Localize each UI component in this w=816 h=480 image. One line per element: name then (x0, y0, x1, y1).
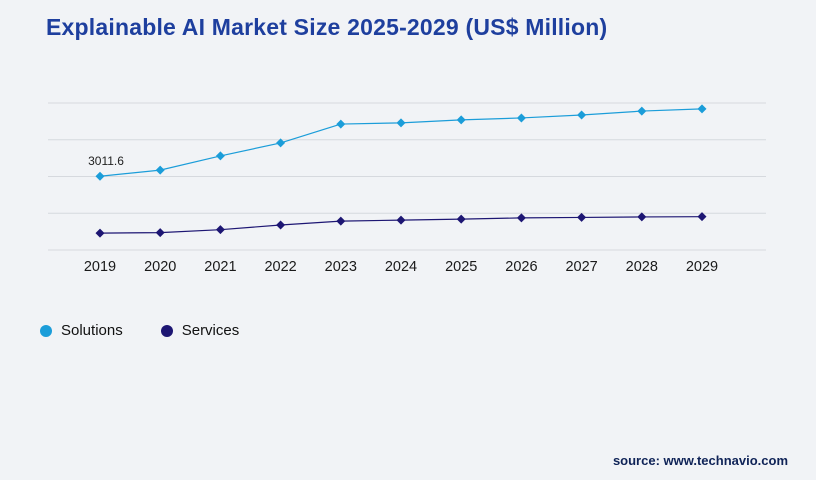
data-point-solutions (336, 119, 346, 129)
chart-title: Explainable AI Market Size 2025-2029 (US… (46, 14, 608, 40)
x-tick-label: 2029 (686, 259, 718, 275)
data-point-solutions (276, 138, 286, 148)
legend-item-services: Services (160, 322, 240, 339)
x-tick-label: 2021 (204, 259, 236, 275)
data-point-solutions (95, 171, 105, 181)
data-point-services (637, 212, 647, 222)
x-tick-label: 2027 (565, 259, 597, 275)
data-point-solutions (215, 151, 225, 161)
data-point-solutions (637, 106, 647, 116)
legend-dot-icon (40, 324, 52, 337)
data-point-services (155, 228, 165, 238)
x-tick-label: 2026 (505, 259, 537, 275)
x-tick-label: 2023 (325, 259, 357, 275)
chart-legend: Solutions Services (40, 322, 239, 339)
chart-canvas: 2019 2020 2021 2022 2023 2024 2025 2026 2027 2028… (48, 102, 766, 275)
data-point-services (516, 213, 526, 223)
data-point-services (276, 220, 286, 230)
data-point-solutions (396, 118, 406, 128)
data-label: 3011.6 (88, 154, 124, 168)
x-tick-label: 2020 (144, 259, 176, 275)
data-point-solutions (456, 115, 466, 125)
legend-label: Solutions (61, 322, 123, 339)
data-point-solutions (697, 104, 707, 114)
x-tick-label: 2028 (626, 259, 658, 275)
data-point-solutions (155, 165, 165, 175)
x-tick-label: 2019 (84, 259, 116, 275)
x-tick-label: 2025 (445, 259, 477, 275)
legend-dot-icon (160, 324, 173, 337)
x-tick-label: 2024 (385, 259, 417, 275)
data-point-solutions (516, 113, 526, 123)
data-point-services (215, 225, 225, 235)
data-point-services (697, 212, 707, 222)
legend-item-solutions: Solutions (40, 322, 123, 339)
data-point-services (95, 228, 105, 238)
data-point-services (456, 214, 466, 224)
legend-label: Services (181, 322, 240, 339)
data-point-services (396, 215, 406, 225)
data-point-services (577, 212, 587, 222)
data-point-services (336, 216, 346, 226)
data-point-solutions (577, 110, 587, 120)
source-attribution: source: www.technavio.com (612, 453, 788, 468)
x-tick-label: 2022 (264, 259, 296, 275)
